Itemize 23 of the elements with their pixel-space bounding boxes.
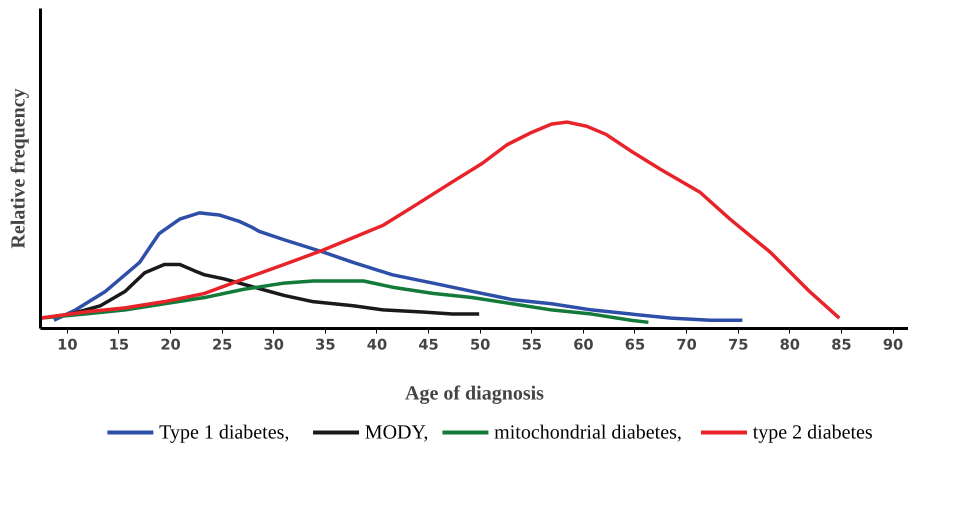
y-axis-title: Relative frequency [8,88,30,249]
x-tick-label: 55 [522,336,542,354]
x-tick-label: 30 [264,336,284,354]
legend-label: mitochondrial diabetes, [494,422,682,444]
x-tick-label: 85 [831,336,852,354]
x-tick-label: 50 [470,336,490,354]
x-tick-label: 60 [573,336,594,354]
x-tick-label: 80 [780,336,800,354]
x-tick-label: 15 [108,336,130,354]
x-axis-title: Age of diagnosis [405,382,544,404]
x-tick-label: 35 [315,336,336,354]
x-tick-label: 90 [882,336,904,354]
legend-label: type 2 diabetes [752,422,873,444]
x-tick-label: 70 [676,336,697,354]
x-tick-label: 45 [418,336,439,354]
x-tick-label: 20 [160,336,181,354]
x-tick-label: 65 [624,336,646,354]
legend-label: Type 1 diabetes, [159,422,290,444]
x-tick-label: 10 [57,336,78,354]
x-tick-label: 25 [212,336,232,354]
legend-label: MODY, [364,422,428,444]
x-tick-label: 40 [366,336,388,354]
x-tick-label: 75 [728,336,748,354]
